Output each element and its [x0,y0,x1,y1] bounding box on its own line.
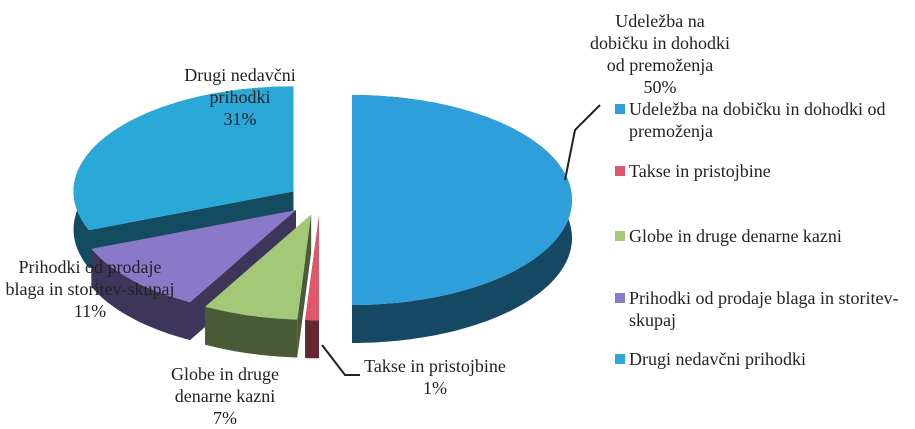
data-label: Prihodki od prodaje blaga in storitev-sk… [5,256,175,322]
slice [305,215,319,321]
label-category: Takse in pristojbine [364,356,506,376]
label-category: Prihodki od prodaje blaga in storitev-sk… [5,257,175,299]
label-value: 11% [73,301,107,321]
legend-swatch [615,166,625,176]
legend-item: Globe in druge denarne kazni [615,225,899,247]
legend-label: Takse in pristojbine [629,161,771,181]
legend-label: Udeležba na dobičku in dohodki od premož… [629,99,886,141]
legend-label: Globe in druge denarne kazni [629,226,842,246]
slice-tops [73,86,572,321]
label-category: Udeležba na dobičku in dohodki od premož… [590,11,730,75]
leader-line [321,344,360,376]
slice [352,95,572,305]
legend-item: Prihodki od prodaje blaga in storitev-sk… [615,287,899,331]
legend-label: Drugi nedavčni prihodki [629,349,806,369]
legend-label: Prihodki od prodaje blaga in storitev-sk… [629,288,899,330]
legend-item: Takse in pristojbine [615,160,899,182]
label-category: Drugi nedavčni prihodki [184,65,296,107]
label-value: 50% [643,77,677,97]
data-label: Takse in pristojbine 1% [340,355,530,399]
legend-swatch [615,293,625,303]
data-label: Drugi nedavčni prihodki 31% [165,64,315,130]
label-value: 31% [223,109,257,129]
data-label: Globe in druge denarne kazni 7% [150,363,300,429]
legend-item: Udeležba na dobičku in dohodki od premož… [615,98,899,142]
legend-item: Drugi nedavčni prihodki [615,348,899,370]
label-value: 7% [213,408,237,428]
slice [91,210,297,303]
data-label: Udeležba na dobičku in dohodki od premož… [585,10,735,98]
slice [205,214,312,320]
slice [73,86,294,231]
legend-swatch [615,354,625,364]
label-category: Globe in druge denarne kazni [171,364,279,406]
leader-line [564,104,601,181]
label-value: 1% [423,378,447,398]
legend-swatch [615,231,625,241]
legend-swatch [615,104,625,114]
